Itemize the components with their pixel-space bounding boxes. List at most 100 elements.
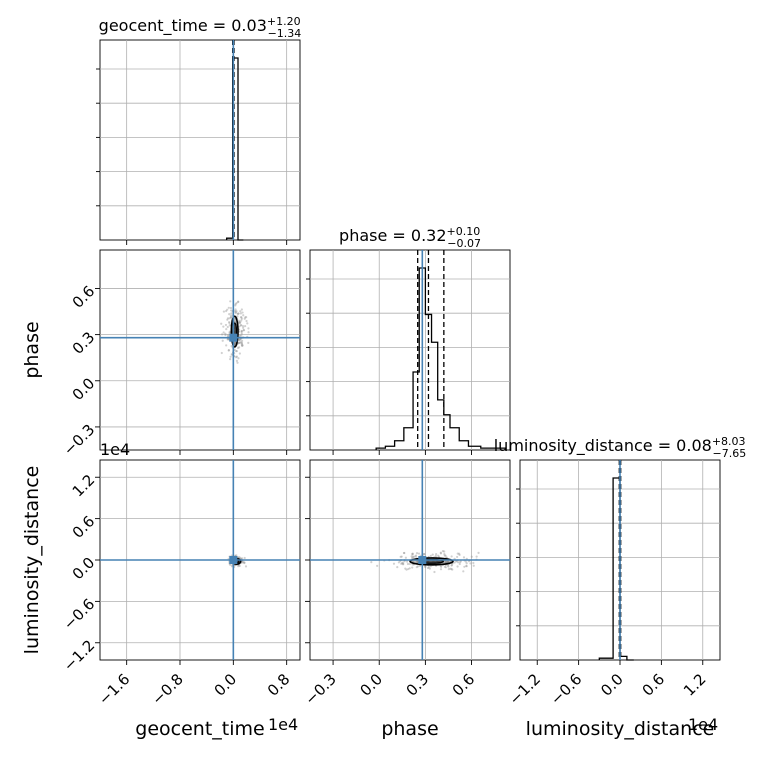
sample-point: [399, 555, 402, 558]
sample-point: [456, 561, 460, 564]
hist-bar: [459, 441, 468, 450]
sample-point: [220, 333, 224, 336]
sample-point: [414, 555, 417, 558]
title-err-plus: +1.20: [267, 15, 301, 28]
sample-point: [235, 554, 238, 557]
sample-point: [227, 335, 230, 338]
sample-point: [400, 562, 403, 565]
sample-point: [477, 551, 480, 554]
sample-point: [446, 564, 450, 567]
x-tick-label-geocent_time: 0.8: [264, 670, 294, 700]
sample-point: [238, 322, 241, 325]
sample-point: [241, 561, 244, 564]
sample-point: [230, 353, 233, 356]
sample-point: [402, 562, 405, 565]
sample-point: [418, 564, 422, 568]
sample-point: [458, 552, 461, 555]
sample-point: [451, 568, 454, 571]
sample-point: [239, 310, 242, 313]
sample-point: [411, 553, 414, 556]
sample-point: [475, 555, 478, 558]
sample-point: [447, 565, 450, 568]
sample-point: [450, 555, 453, 558]
sample-point: [405, 568, 408, 571]
sample-point: [397, 561, 400, 564]
sample-point: [247, 341, 250, 344]
sample-point: [227, 333, 230, 337]
sample-point: [449, 567, 452, 570]
sample-scatter: [220, 300, 480, 574]
sample-point: [226, 308, 229, 311]
sample-point: [408, 567, 411, 570]
sample-point: [242, 314, 245, 317]
sample-point: [416, 560, 419, 564]
chart-marks: [100, 40, 634, 661]
sample-point: [240, 343, 243, 346]
sample-point: [239, 340, 242, 344]
title-err-minus: −7.65: [713, 447, 747, 460]
sample-point: [447, 567, 450, 571]
sample-point: [230, 312, 233, 315]
sample-point: [458, 562, 461, 566]
sample-point: [392, 562, 396, 565]
sample-point: [234, 303, 237, 306]
sample-point: [406, 560, 409, 563]
sample-point: [234, 311, 237, 314]
sample-point: [225, 344, 228, 347]
sample-point: [238, 352, 241, 355]
title-text: phase = 0.32: [339, 226, 446, 245]
sample-point: [226, 317, 230, 320]
sample-point: [240, 308, 243, 311]
sample-point: [235, 350, 238, 353]
y-tick-label: 1.2: [69, 471, 99, 501]
sample-point: [242, 329, 246, 332]
sample-point: [462, 556, 466, 559]
sample-point: [459, 560, 462, 563]
hist-bar: [432, 342, 438, 450]
sample-point: [230, 316, 233, 319]
truth-marker: [229, 333, 238, 342]
sample-point: [220, 322, 223, 325]
sample-point: [245, 319, 248, 323]
sample-point: [236, 346, 240, 350]
sample-point: [236, 315, 239, 318]
sample-point: [439, 568, 443, 571]
sample-point: [411, 566, 414, 569]
sample-point: [453, 561, 456, 564]
sample-point: [239, 312, 242, 315]
title-err-plus: +0.10: [447, 225, 481, 238]
sample-point: [238, 321, 241, 324]
sample-point: [229, 563, 232, 567]
sample-point: [458, 553, 461, 556]
sample-point: [234, 308, 237, 311]
sample-point: [465, 564, 468, 567]
sample-point: [411, 560, 414, 563]
sample-point: [411, 552, 414, 555]
title-text: geocent_time = 0.03: [99, 16, 267, 36]
sample-point: [226, 318, 229, 321]
sample-point: [238, 338, 241, 341]
sample-point: [227, 306, 230, 309]
sample-point: [456, 565, 459, 568]
sample-point: [220, 351, 223, 355]
sample-point: [376, 564, 379, 567]
y-tick-label: −0.6: [60, 595, 98, 633]
sample-point: [416, 565, 420, 568]
sample-point: [234, 311, 237, 314]
sample-point: [469, 562, 472, 565]
sample-point: [443, 554, 446, 557]
sample-point: [234, 310, 237, 313]
sample-point: [431, 553, 434, 556]
sample-point: [222, 310, 226, 313]
sample-point: [464, 560, 467, 563]
y-tick-label: −1.2: [60, 636, 98, 674]
sample-point: [426, 566, 430, 570]
truth-marker: [418, 556, 427, 564]
sample-point: [242, 560, 245, 564]
x-tick-label-phase: 0.6: [449, 670, 479, 700]
x-tick-label-phase: 0.3: [403, 670, 433, 700]
sample-point: [396, 566, 399, 569]
sample-point: [240, 317, 243, 320]
sample-point: [226, 325, 229, 329]
y-tick-label: 0.3: [69, 328, 99, 358]
